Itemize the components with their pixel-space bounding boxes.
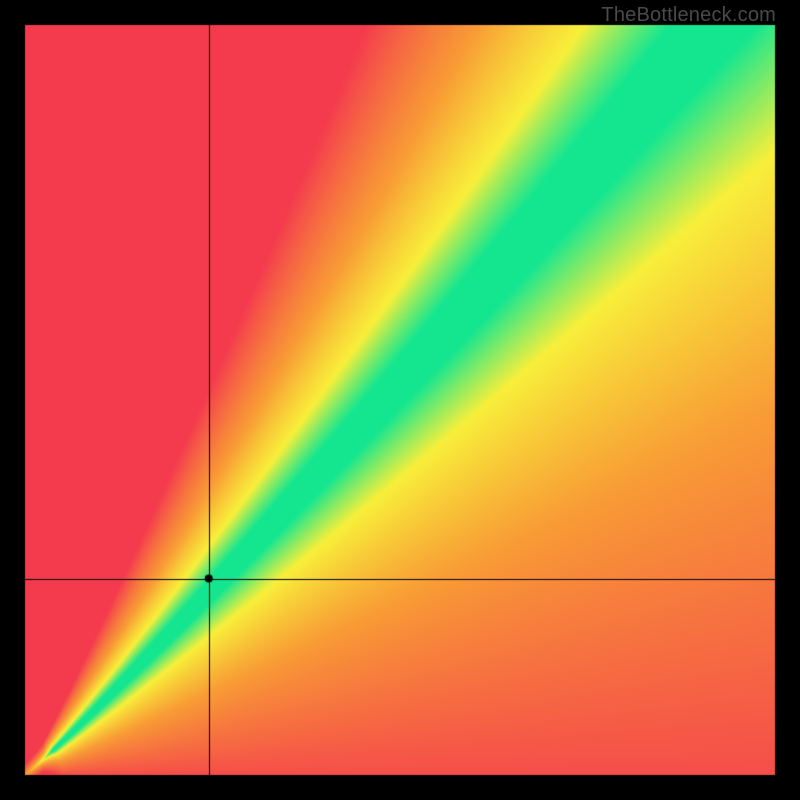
attribution-watermark: TheBottleneck.com bbox=[601, 4, 776, 27]
bottleneck-heatmap-canvas bbox=[0, 0, 800, 800]
bottleneck-heatmap-container: TheBottleneck.com bbox=[0, 0, 800, 800]
